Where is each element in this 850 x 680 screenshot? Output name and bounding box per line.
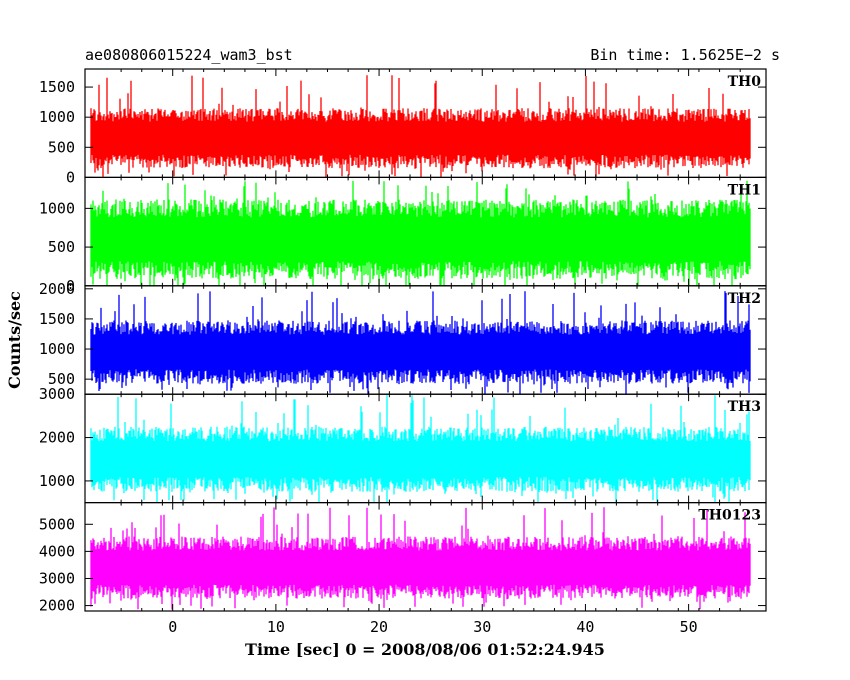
y-tick-label: 1500 (39, 78, 75, 96)
y-tick-label: 0 (66, 168, 75, 186)
y-tick-label: 1500 (39, 310, 75, 328)
y-tick-label: 500 (48, 238, 75, 256)
panel-th0: 0 500 1000 1500 TH0 (39, 68, 767, 186)
chart-title: ae080806015224_wam3_bst (85, 46, 293, 64)
y-tick-label: 500 (48, 370, 75, 388)
series-trace-th1 (90, 180, 751, 286)
x-tick-label: 20 (370, 618, 388, 636)
y-tick-label: 2000 (39, 597, 75, 615)
y-tick-label: 3000 (39, 569, 75, 587)
x-tick-label: 30 (473, 618, 491, 636)
x-tick-label: 10 (267, 618, 285, 636)
panel-label-th0: TH0 (728, 74, 762, 90)
panel-label-th0123: TH0123 (698, 508, 761, 524)
y-tick-label: 2000 (39, 280, 75, 298)
x-tick-label: 40 (576, 618, 594, 636)
x-axis: 0 10 20 30 40 50 (168, 618, 697, 636)
x-tick-label: 50 (680, 618, 698, 636)
y-tick-label: 1000 (39, 199, 75, 217)
y-axis-title: Counts/sec (5, 291, 24, 389)
y-tick-label: 500 (48, 138, 75, 156)
panel-th2: 500 1000 1500 2000 TH2 (39, 280, 767, 395)
series-trace-th3 (90, 395, 751, 503)
x-tick-label: 0 (168, 618, 177, 636)
panel-label-th1: TH1 (728, 182, 761, 198)
panel-label-th2: TH2 (728, 291, 761, 307)
y-tick-label: 1000 (39, 472, 75, 490)
panel-th0123: 2000 3000 4000 5000 TH0123 (39, 502, 767, 615)
panel-th1: 0 500 1000 TH1 (39, 176, 767, 295)
panel-th3: 1000 2000 3000 TH3 (39, 385, 767, 504)
y-tick-label: 0 (66, 277, 75, 295)
panel-frame (84, 502, 767, 612)
y-tick-label: 1000 (39, 340, 75, 358)
panels-group: 0 500 1000 1500 TH0 0 500 1000 TH1 500 1000 1500 200… (39, 68, 767, 615)
y-tick-label: 3000 (39, 385, 75, 403)
y-tick-label: 2000 (39, 429, 75, 447)
bin-time-label: Bin time: 1.5625E−2 s (590, 46, 780, 64)
y-tick-label: 4000 (39, 542, 75, 560)
series-trace-th0123 (90, 507, 751, 610)
series-trace-th2 (90, 291, 751, 395)
y-tick-label: 1000 (39, 108, 75, 126)
series-trace-th0 (90, 75, 751, 178)
panel-label-th3: TH3 (728, 399, 761, 415)
x-axis-title: Time [sec] 0 = 2008/08/06 01:52:24.945 (245, 640, 605, 659)
y-tick-label: 5000 (39, 515, 75, 533)
